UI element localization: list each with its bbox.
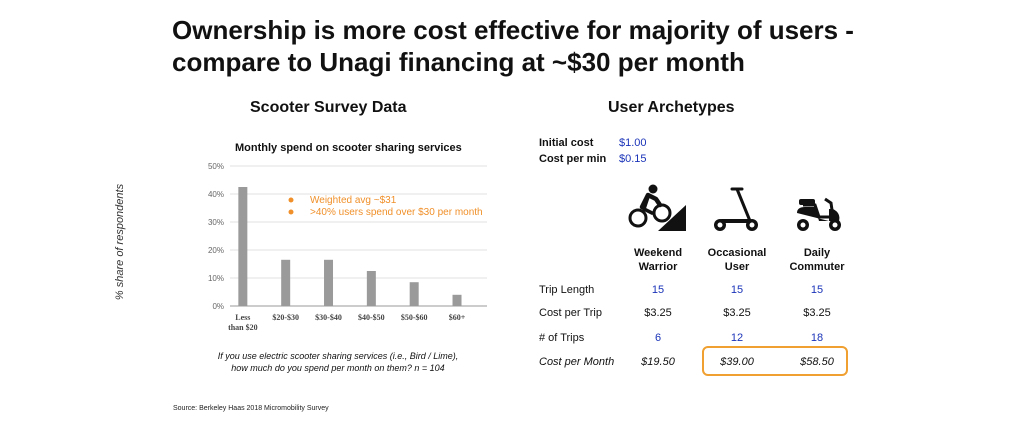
archetype-occasional-user: Occasional User [697, 246, 777, 274]
bar [409, 282, 419, 306]
source-note: Source: Berkeley Haas 2018 Micromobility… [173, 405, 329, 412]
row-label-cost-per-month: Cost per Month [539, 356, 615, 368]
moped-icon [797, 197, 841, 231]
cell-trip-length-warrior: 15 [651, 284, 665, 296]
cell-num-trips-occasional: 12 [730, 332, 744, 344]
archetype-name-line2: User [724, 261, 750, 273]
y-tick-label: 40% [208, 190, 224, 199]
cell-cost-per-month-commuter: $58.50 [800, 356, 834, 368]
bar [452, 294, 462, 306]
chart-caption: If you use electric scooter sharing serv… [188, 350, 488, 374]
annotation-bullet [288, 209, 294, 215]
archetype-name-line2: Warrior [638, 261, 678, 273]
cost-per-min-label: Cost per min [539, 153, 607, 165]
y-tick-label: 0% [212, 302, 224, 311]
y-tick-label: 20% [208, 246, 224, 255]
y-tick-label: 30% [208, 218, 224, 227]
chart-caption-line1: If you use electric scooter sharing serv… [217, 351, 459, 361]
archetype-name-line1: Daily [803, 247, 831, 259]
x-tick-label: $60+ [449, 313, 466, 322]
archetype-daily-commuter: Daily Commuter [777, 246, 857, 274]
cell-trip-length-commuter: 15 [810, 284, 824, 296]
cost-per-min-row: Cost per min $0.15 [539, 153, 647, 165]
archetype-name-line1: Weekend [633, 247, 683, 259]
cost-per-min-value: $0.15 [619, 153, 647, 165]
cell-num-trips-warrior: 6 [654, 332, 662, 344]
cell-cost-per-trip-occasional: $3.25 [723, 307, 751, 319]
row-label-trip-length: Trip Length [539, 284, 595, 296]
initial-cost-value: $1.00 [619, 137, 647, 149]
cyclist-icon [628, 184, 686, 231]
row-label-num-trips: # of Trips [539, 332, 585, 344]
kick-scooter-icon [714, 187, 758, 231]
cell-cost-per-trip-warrior: $3.25 [644, 307, 672, 319]
cell-cost-per-trip-commuter: $3.25 [803, 307, 831, 319]
initial-cost-label: Initial cost [539, 137, 594, 149]
slide-title: Ownership is more cost effective for maj… [172, 14, 992, 78]
cell-cost-per-month-warrior: $19.50 [641, 356, 675, 368]
cell-trip-length-occasional: 15 [730, 284, 744, 296]
y-tick-label: 10% [208, 274, 224, 283]
x-tick-label: $20-$30 [272, 313, 299, 322]
chart-title: Monthly spend on scooter sharing service… [235, 142, 462, 154]
annotation-bullet [288, 197, 294, 203]
bar [281, 259, 291, 306]
bar [238, 187, 248, 306]
cost-highlight-box [702, 346, 848, 376]
bar [324, 259, 334, 306]
x-tick-label: $50-$60 [401, 313, 428, 322]
chart-caption-line2: how much do you spend per month on them?… [231, 363, 445, 373]
left-heading: Scooter Survey Data [250, 99, 407, 116]
initial-cost-row: Initial cost $1.00 [539, 137, 647, 149]
x-tick-label: than $20 [228, 323, 258, 332]
bar [366, 271, 376, 306]
cell-cost-per-month-occasional: $39.00 [720, 356, 754, 368]
archetype-name-line2: Commuter [789, 261, 845, 273]
annotation-text: Weighted avg ~$31 [310, 195, 397, 206]
y-tick-label: 50% [208, 162, 224, 171]
slide-title-line1: Ownership is more cost effective for maj… [172, 15, 854, 45]
x-tick-label: $40-$50 [358, 313, 385, 322]
x-tick-label: $30-$40 [315, 313, 342, 322]
cell-num-trips-commuter: 18 [810, 332, 824, 344]
x-tick-label: Less [235, 313, 250, 322]
right-heading: User Archetypes [608, 99, 735, 116]
slide-title-line2: compare to Unagi financing at ~$30 per m… [172, 47, 745, 77]
annotation-text: >40% users spend over $30 per month [310, 207, 483, 218]
row-label-cost-per-trip: Cost per Trip [539, 307, 602, 319]
archetype-weekend-warrior: Weekend Warrior [618, 246, 698, 274]
archetype-name-line1: Occasional [707, 247, 767, 259]
